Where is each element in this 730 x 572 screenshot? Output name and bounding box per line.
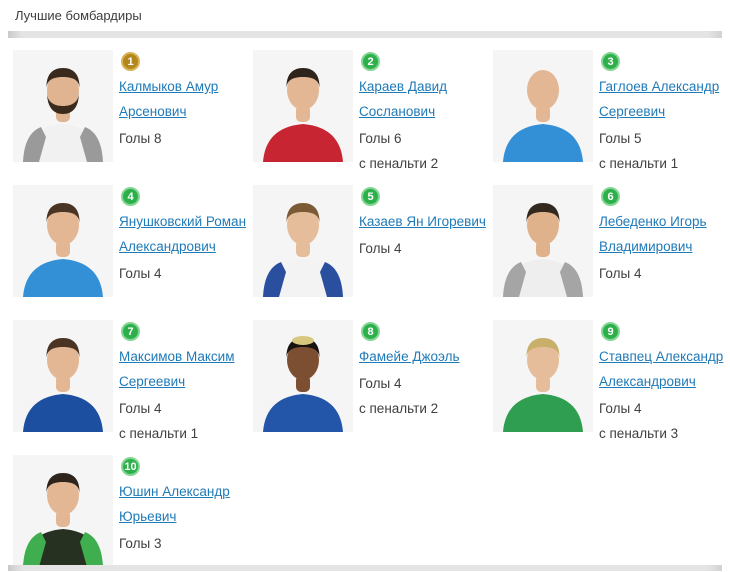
rank-badge: 10 [121,457,140,476]
player-card: 3 Гаглоев Александр Сергеевич Голы 5 с п… [493,50,730,185]
player-name-link[interactable]: Лебеденко Игорь Владимирович [599,214,707,254]
player-name-link[interactable]: Фамейе Джоэль [359,349,460,364]
player-card: 4 Янушковский Роман Александрович Голы 4 [13,185,253,320]
player-info: 5 Казаев Ян Игоревич Голы 4 [359,185,493,261]
scorers-grid: 1 Калмыков Амур Арсенович Голы 8 2 Карае… [13,50,730,572]
player-photo [253,50,353,162]
player-name-link[interactable]: Калмыков Амур Арсенович [119,79,219,119]
player-card: 8 Фамейе Джоэль Голы 4 с пенальти 2 [253,320,493,455]
rank-badge: 2 [361,52,380,71]
player-name-link[interactable]: Юшин Александр Юрьевич [119,484,230,524]
rank-badge: 9 [601,322,620,341]
player-card: 2 Караев Давид Сосланович Голы 6 с пенал… [253,50,493,185]
goals-stat: Голы 4 [599,401,642,416]
rank-badge: 4 [121,187,140,206]
player-name-link[interactable]: Караев Давид Сосланович [359,79,448,119]
bottom-divider [8,565,722,571]
goals-stat: Голы 4 [119,266,162,281]
player-name-link[interactable]: Гаглоев Александр Сергеевич [599,79,720,119]
rank-badge: 5 [361,187,380,206]
player-info: 9 Ставпец Александр Александрович Голы 4… [599,320,730,446]
player-card: 10 Юшин Александр Юрьевич Голы 3 [13,455,253,572]
goals-stat: Голы 8 [119,131,162,146]
goals-stat: Голы 4 [359,376,402,391]
player-photo [493,185,593,297]
rank-badge: 8 [361,322,380,341]
player-name-link[interactable]: Максимов Максим Сергеевич [119,349,235,389]
player-photo [13,320,113,432]
player-photo [253,185,353,297]
rank-badge: 6 [601,187,620,206]
player-card: 6 Лебеденко Игорь Владимирович Голы 4 [493,185,730,320]
player-card: 7 Максимов Максим Сергеевич Голы 4 с пен… [13,320,253,455]
rank-badge: 1 [121,52,140,71]
player-photo [13,50,113,162]
player-info: 2 Караев Давид Сосланович Голы 6 с пенал… [359,50,493,176]
player-photo [13,185,113,297]
penalty-stat: с пенальти 2 [359,401,439,416]
rank-badge: 7 [121,322,140,341]
goals-stat: Голы 5 [599,131,642,146]
player-photo [493,320,593,432]
player-info: 7 Максимов Максим Сергеевич Голы 4 с пен… [119,320,253,446]
player-name-link[interactable]: Казаев Ян Игоревич [359,214,486,229]
section-title: Лучшие бомбардиры [15,8,142,23]
player-photo [13,455,113,567]
penalty-stat: с пенальти 3 [599,426,679,441]
player-photo [253,320,353,432]
player-name-link[interactable]: Янушковский Роман Александрович [119,214,247,254]
top-divider [8,31,722,38]
player-info: 8 Фамейе Джоэль Голы 4 с пенальти 2 [359,320,493,421]
player-info: 10 Юшин Александр Юрьевич Голы 3 [119,455,253,556]
penalty-stat: с пенальти 2 [359,156,439,171]
rank-badge: 3 [601,52,620,71]
player-card: 5 Казаев Ян Игоревич Голы 4 [253,185,493,320]
goals-stat: Голы 4 [599,266,642,281]
goals-stat: Голы 4 [119,401,162,416]
player-photo [493,50,593,162]
player-info: 3 Гаглоев Александр Сергеевич Голы 5 с п… [599,50,730,176]
goals-stat: Голы 4 [359,241,402,256]
goals-stat: Голы 3 [119,536,162,551]
player-info: 6 Лебеденко Игорь Владимирович Голы 4 [599,185,730,286]
player-card: 1 Калмыков Амур Арсенович Голы 8 [13,50,253,185]
player-name-link[interactable]: Ставпец Александр Александрович [599,349,724,389]
player-card: 9 Ставпец Александр Александрович Голы 4… [493,320,730,455]
goals-stat: Голы 6 [359,131,402,146]
penalty-stat: с пенальти 1 [599,156,679,171]
player-info: 1 Калмыков Амур Арсенович Голы 8 [119,50,253,151]
player-info: 4 Янушковский Роман Александрович Голы 4 [119,185,253,286]
penalty-stat: с пенальти 1 [119,426,199,441]
